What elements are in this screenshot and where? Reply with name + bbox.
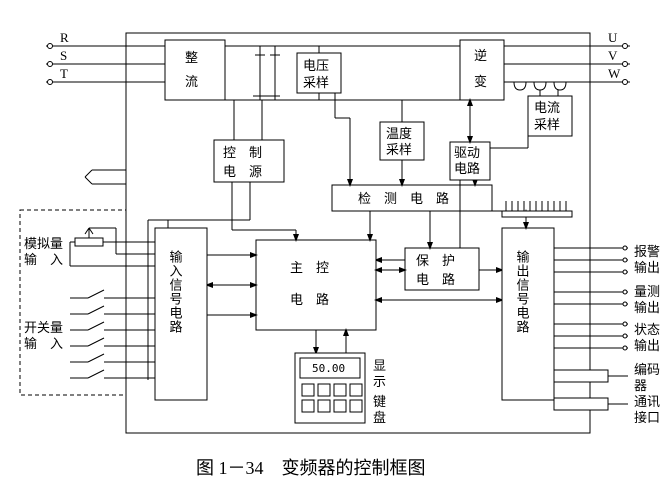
- svg-text:保 护: 保 护: [416, 253, 455, 268]
- svg-text:检 测 电 路: 检 测 电 路: [358, 191, 449, 206]
- main-ctrl: [256, 240, 376, 330]
- svg-text:逆: 逆: [474, 48, 487, 63]
- svg-text:整: 整: [185, 50, 198, 65]
- svg-text:采样: 采样: [386, 142, 412, 157]
- svg-text:输出信号电路: 输出信号电路: [515, 249, 530, 334]
- svg-text:驱动: 驱动: [454, 145, 480, 160]
- svg-text:输 入: 输 入: [24, 252, 63, 267]
- svg-text:T: T: [60, 66, 68, 81]
- svg-text:器: 器: [634, 378, 647, 393]
- svg-text:电 路: 电 路: [416, 272, 455, 287]
- svg-text:控 制: 控 制: [223, 145, 262, 160]
- svg-text:电 路: 电 路: [290, 292, 329, 307]
- svg-text:量测: 量测: [634, 284, 660, 299]
- svg-text:电路: 电路: [454, 161, 480, 176]
- svg-text:输出: 输出: [634, 300, 660, 315]
- svg-text:电压: 电压: [303, 58, 329, 73]
- svg-text:显: 显: [373, 358, 386, 373]
- svg-text:开关量: 开关量: [24, 320, 63, 335]
- svg-text:输 入: 输 入: [24, 336, 63, 351]
- svg-text:50.00: 50.00: [312, 362, 345, 375]
- svg-text:状态: 状态: [634, 322, 660, 337]
- rectifier-block: [165, 40, 225, 100]
- svg-text:模拟量: 模拟量: [24, 236, 63, 251]
- svg-text:键: 键: [373, 394, 386, 409]
- svg-text:W: W: [608, 66, 621, 81]
- svg-text:温度: 温度: [386, 126, 412, 141]
- svg-text:主 控: 主 控: [290, 260, 329, 275]
- svg-text:电 源: 电 源: [223, 164, 262, 179]
- svg-text:盘: 盘: [373, 410, 386, 425]
- svg-text:V: V: [608, 48, 618, 63]
- svg-text:电流: 电流: [534, 100, 560, 115]
- pot-icon: [75, 238, 103, 246]
- svg-text:报警: 报警: [634, 244, 660, 259]
- svg-text:输入信号电路: 输入信号电路: [168, 249, 183, 334]
- svg-text:输出: 输出: [634, 260, 660, 275]
- thermistor-icon: [85, 170, 126, 184]
- caption: 图 1－34 变频器的控制框图: [196, 458, 426, 478]
- svg-text:编码: 编码: [634, 362, 660, 377]
- lbl-R: R: [60, 30, 69, 45]
- svg-text:流: 流: [185, 74, 198, 89]
- svg-text:采样: 采样: [303, 75, 329, 90]
- svg-text:变: 变: [474, 74, 487, 89]
- svg-text:输出: 输出: [634, 338, 660, 353]
- svg-text:采样: 采样: [534, 117, 560, 132]
- svg-text:接口: 接口: [634, 410, 660, 425]
- svg-text:U: U: [608, 30, 618, 45]
- svg-text:S: S: [60, 48, 67, 63]
- svg-text:通讯: 通讯: [634, 394, 660, 409]
- svg-text:示: 示: [373, 374, 386, 389]
